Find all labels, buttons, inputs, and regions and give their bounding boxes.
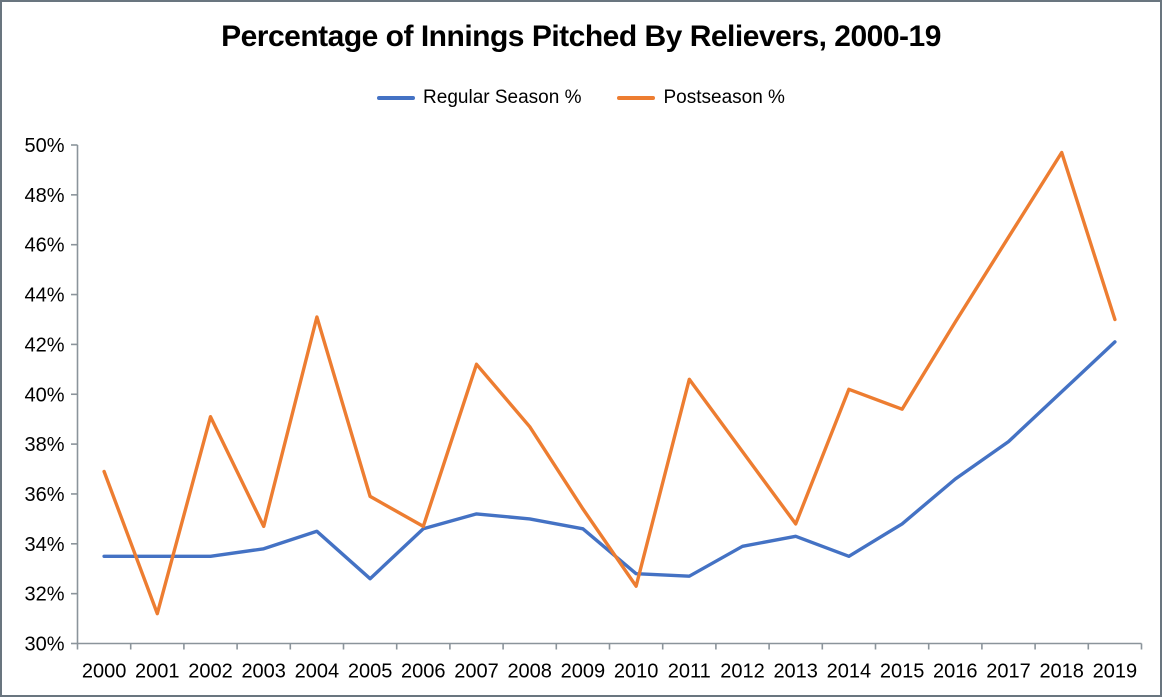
legend-item-postseason: Postseason % [617, 87, 785, 109]
y-tick-label: 50% [24, 135, 64, 157]
x-tick-label: 2015 [880, 661, 925, 683]
postseason-line-swatch [617, 96, 656, 100]
x-tick-label: 2019 [1093, 661, 1138, 683]
y-tick-label: 40% [24, 384, 64, 406]
chart-title: Percentage of Innings Pitched By Relieve… [221, 20, 941, 53]
y-tick-label: 42% [24, 334, 64, 356]
x-tick-label: 2016 [933, 661, 978, 683]
legend-label-postseason: Postseason % [663, 87, 785, 108]
x-tick-label: 2011 [668, 661, 711, 683]
x-tick-label: 2014 [827, 661, 872, 683]
legend-item-regular-season: Regular Season % [377, 87, 581, 109]
regular-season-line [102, 340, 1117, 581]
x-tick-label: 2010 [614, 661, 659, 683]
x-tick-label: 2008 [507, 661, 552, 683]
x-tick-label: 2000 [82, 661, 127, 683]
x-tick-label: 2002 [188, 661, 233, 683]
x-tick-label: 2009 [561, 661, 606, 683]
y-tick-label: 32% [24, 584, 64, 606]
x-tick-label: 2006 [401, 661, 446, 683]
y-tick-label: 48% [24, 185, 64, 207]
postseason-line [102, 150, 1117, 616]
x-tick-label: 2017 [986, 661, 1031, 683]
legend-label-regular-season: Regular Season % [423, 87, 582, 108]
x-tick-label: 2013 [773, 661, 818, 683]
y-tick-label: 44% [24, 285, 64, 307]
y-tick-label: 38% [24, 434, 64, 456]
y-tick-label: 46% [24, 235, 64, 257]
x-tick-label: 2005 [348, 661, 393, 683]
regular-season-line-swatch [377, 96, 416, 100]
y-tick-label: 36% [24, 484, 64, 506]
x-tick-label: 2007 [454, 661, 499, 683]
x-tick-label: 2001 [135, 661, 180, 683]
x-tick-label: 2018 [1039, 661, 1084, 683]
y-tick-label: 30% [24, 634, 64, 656]
y-tick-label: 34% [24, 534, 64, 556]
legend: Regular Season % Postseason % [2, 87, 1160, 109]
x-tick-label: 2003 [241, 661, 286, 683]
x-tick-label: 2012 [720, 661, 765, 683]
x-tick-label: 2004 [295, 661, 340, 683]
